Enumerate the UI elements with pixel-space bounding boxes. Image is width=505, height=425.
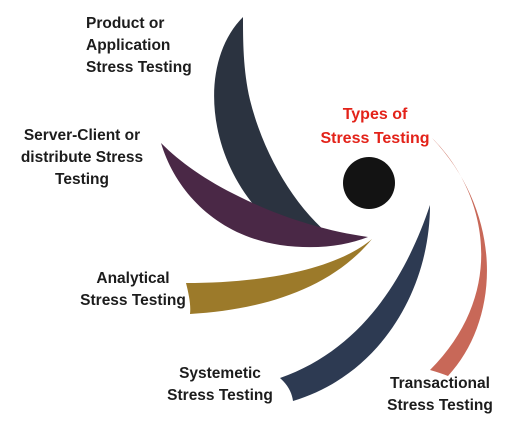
label-line: Stress Testing: [80, 292, 186, 309]
label-line: Stress Testing: [86, 59, 192, 76]
label-line: distribute Stress: [20, 149, 144, 166]
label-line: Systemetic: [179, 365, 261, 382]
label-server-client: Server-Client or distribute Stress Testi…: [12, 125, 152, 191]
center-title: Types of Stress Testing: [312, 103, 438, 151]
label-line: Stress Testing: [167, 387, 273, 404]
blade-analytical: [186, 239, 372, 314]
label-line: Analytical: [96, 270, 170, 287]
label-line: Stress Testing: [387, 397, 493, 414]
label-analytical: Analytical Stress Testing: [73, 268, 193, 312]
label-line: Application: [86, 37, 171, 54]
label-line: Transactional: [390, 375, 490, 392]
center-title-line-1: Types of: [342, 106, 408, 123]
blade-product-application: [214, 17, 340, 244]
label-line: Testing: [55, 171, 109, 188]
label-line: Product or: [86, 15, 165, 32]
center-hub-circle: [343, 157, 395, 209]
label-systemetic: Systemetic Stress Testing: [158, 363, 282, 407]
center-title-line-2: Stress Testing: [320, 130, 430, 147]
label-transactional: Transactional Stress Testing: [378, 373, 502, 417]
label-product-application: Product or Application Stress Testing: [86, 13, 192, 79]
blade-server-client: [161, 143, 368, 248]
blade-systemetic: [280, 205, 430, 401]
label-line: Server-Client or: [23, 127, 141, 144]
blade-transactional: [430, 138, 487, 376]
